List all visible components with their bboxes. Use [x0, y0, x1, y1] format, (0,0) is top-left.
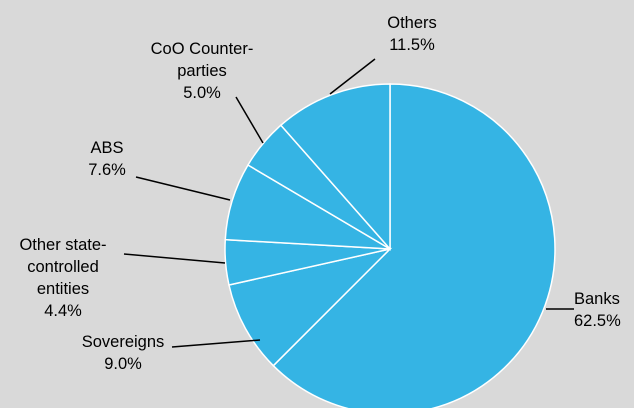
leader-line — [235, 96, 264, 144]
pie-slice — [279, 83, 391, 251]
leader-line — [123, 253, 226, 264]
slice-value-label: 9.0% — [104, 355, 142, 373]
slice-label: ABS 7.6% — [88, 139, 126, 179]
slice-label: Other state-controlled entities 4.4% — [19, 236, 106, 320]
slice-labels: Banks 62.5% Sovereigns 9.0% Other state-cont… — [19, 14, 621, 373]
slice-name-label: Others — [387, 14, 437, 32]
slice-value-label: 62.5% — [574, 312, 621, 330]
slice-name-label: Other state- — [19, 236, 106, 254]
pie-slice — [272, 83, 556, 408]
slice-name-label: entities — [37, 280, 89, 298]
slice-value-label: 4.4% — [44, 302, 82, 320]
leader-line — [171, 339, 261, 348]
slice-name-label: Sovereigns — [82, 333, 165, 351]
slice-label: CoO Counter-parties 5.0% — [151, 40, 254, 102]
slice-name-label: controlled — [27, 258, 99, 276]
slice-value-label: 7.6% — [88, 161, 126, 179]
slice-name-label: parties — [177, 62, 227, 80]
pie-slices — [224, 83, 556, 408]
slice-value-label: 5.0% — [183, 84, 221, 102]
slice-label: Sovereigns 9.0% — [82, 333, 165, 373]
leader-lines — [123, 58, 574, 348]
leader-line — [135, 176, 231, 201]
slice-label: Others 11.5% — [387, 14, 437, 54]
slice-name-label: Banks — [574, 290, 620, 308]
slice-name-label: CoO Counter- — [151, 40, 254, 58]
slice-label: Banks 62.5% — [574, 290, 621, 330]
leader-line — [329, 58, 376, 95]
slice-name-label: ABS — [90, 139, 123, 157]
pie-slice — [228, 247, 393, 367]
slice-value-label: 11.5% — [389, 36, 435, 54]
